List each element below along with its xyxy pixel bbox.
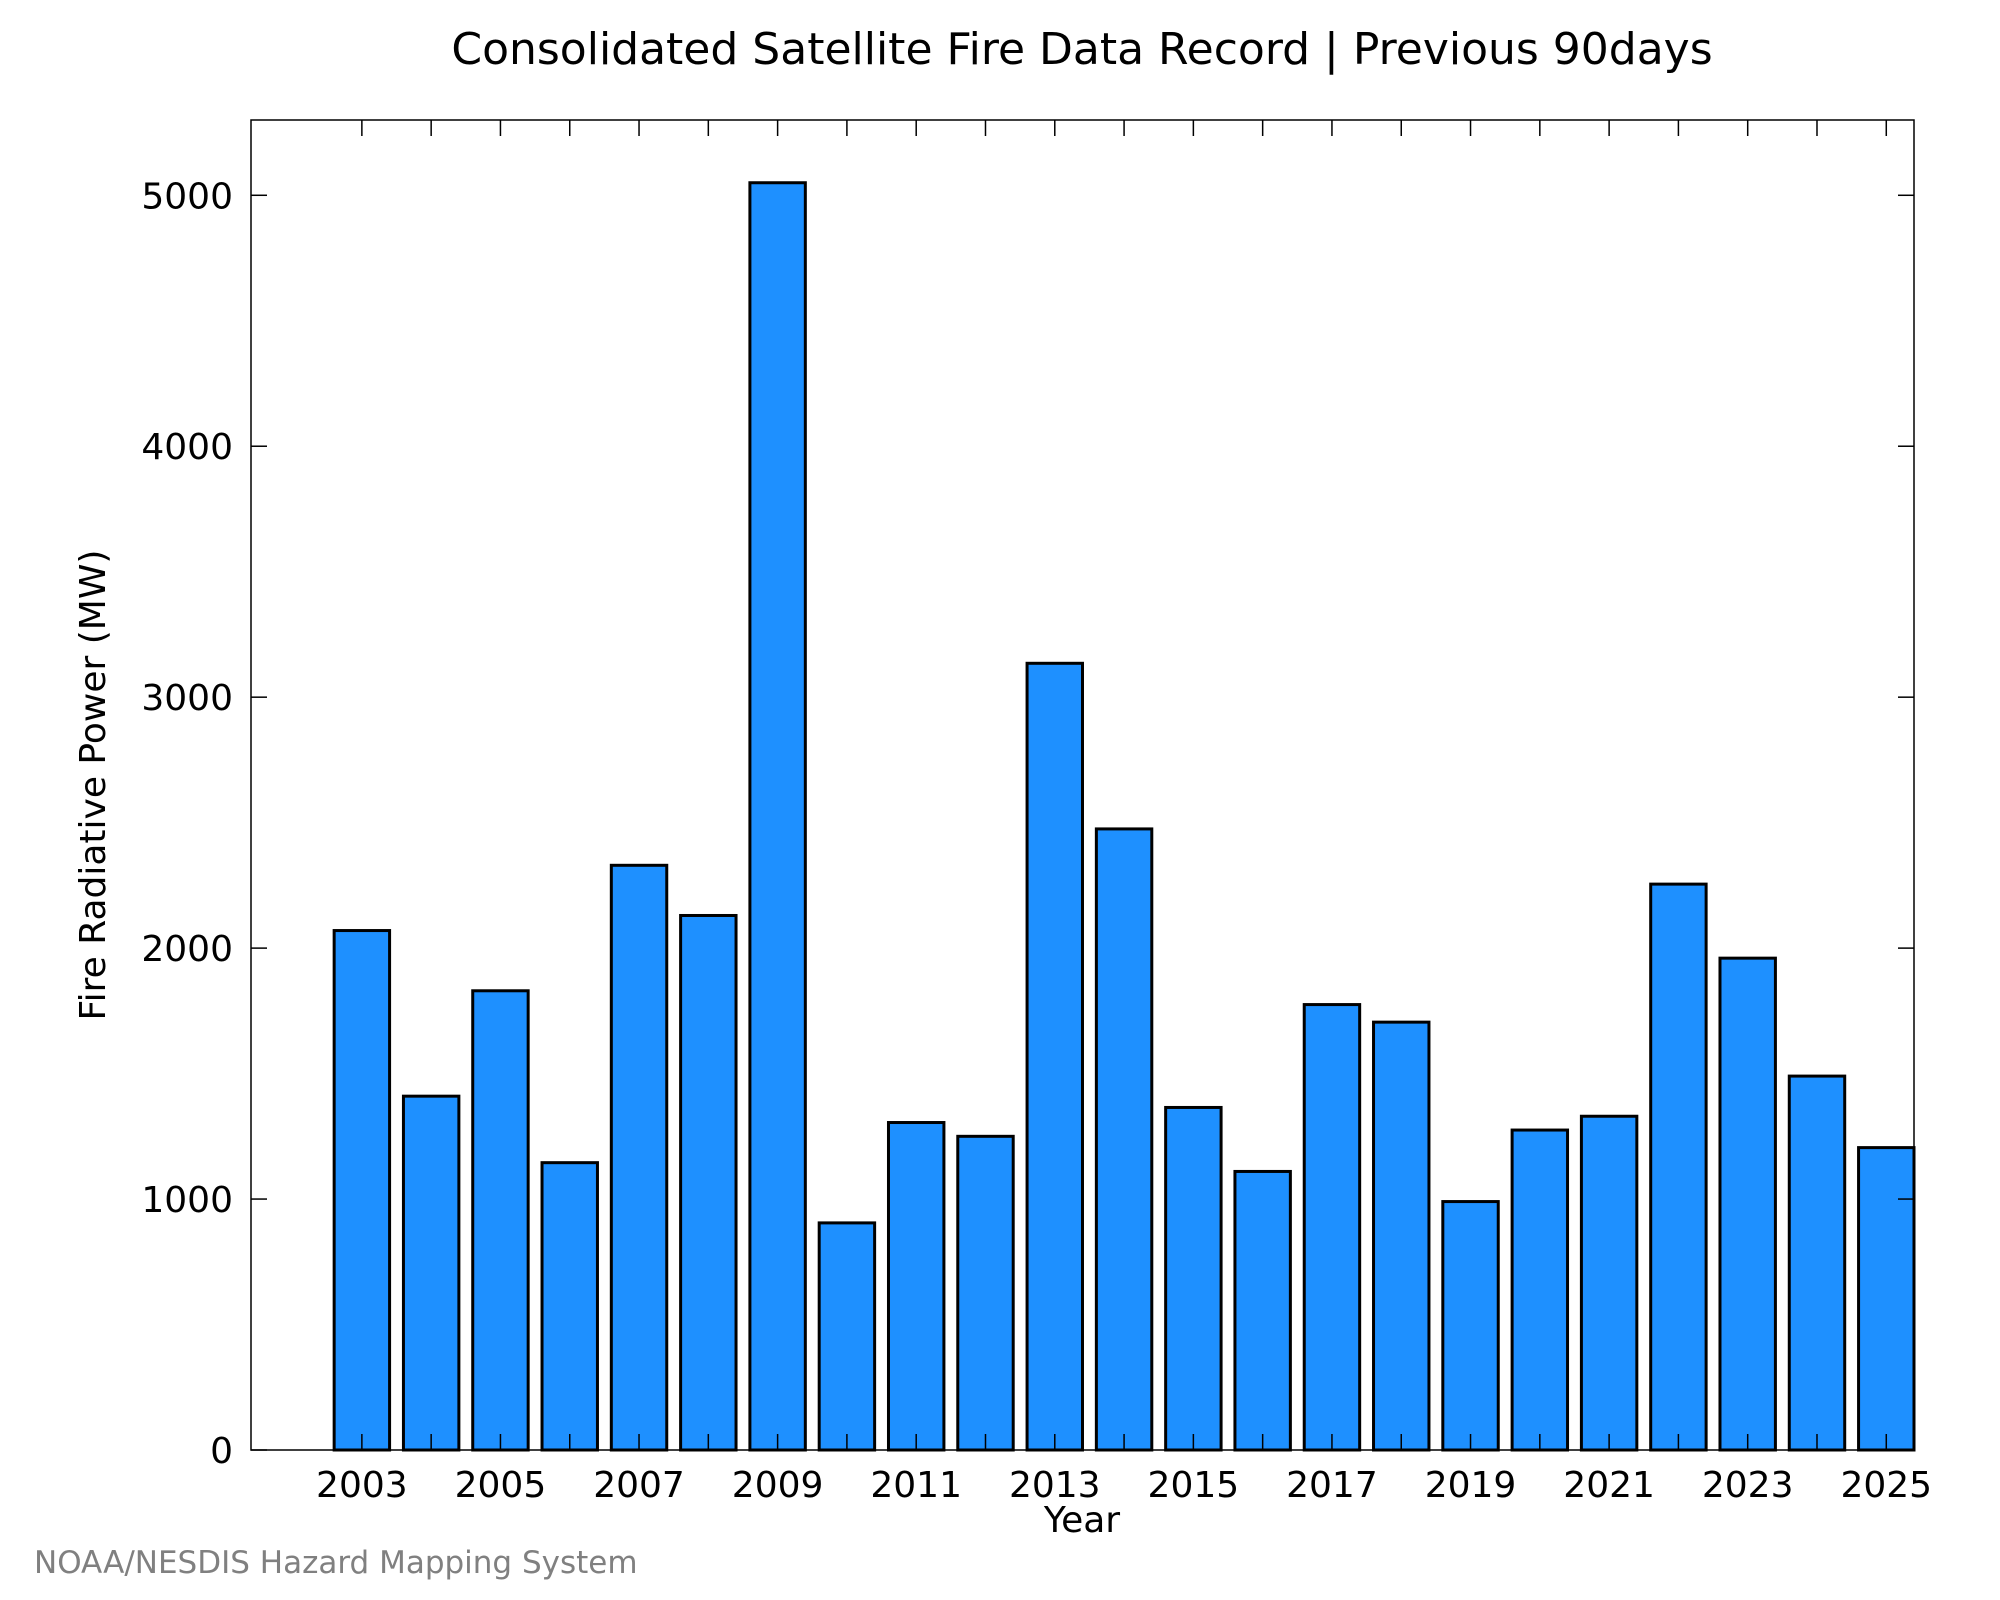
bar-2005 <box>471 989 530 1452</box>
bar-2016 <box>1233 1169 1292 1452</box>
chart-title: Consolidated Satellite Fire Data Record … <box>451 24 1712 75</box>
credit-text: NOAA/NESDIS Hazard Mapping System <box>34 1545 638 1581</box>
x-tick-label-2003: 2003 <box>316 1465 408 1506</box>
bar-2021 <box>1579 1114 1639 1452</box>
bar-2019 <box>1441 1200 1500 1452</box>
x-tick-label-2005: 2005 <box>455 1465 547 1506</box>
x-tick-label-2023: 2023 <box>1702 1465 1794 1506</box>
bar-2006 <box>540 1161 599 1452</box>
x-tick-label-2007: 2007 <box>593 1465 685 1506</box>
y-tick-label-3000: 3000 <box>141 678 233 719</box>
bar-2004 <box>401 1094 461 1452</box>
bar-2012 <box>956 1134 1015 1452</box>
y-tick-label-2000: 2000 <box>141 929 233 970</box>
bar-2008 <box>679 913 738 1452</box>
y-tick-label-0: 0 <box>210 1431 233 1472</box>
x-axis-label: Year <box>1043 1500 1120 1541</box>
x-tick-label-2019: 2019 <box>1425 1465 1517 1506</box>
x-tick-label-2025: 2025 <box>1840 1465 1932 1506</box>
bar-2020 <box>1510 1128 1570 1452</box>
bar-2011 <box>886 1121 946 1452</box>
y-tick-label-1000: 1000 <box>141 1180 233 1221</box>
bar-2025 <box>1857 1146 1916 1452</box>
ticks-layer: 2003 2005 2007 2009 2011 2013 2015 2017 2019 2021… <box>141 120 1932 1506</box>
bar-2023 <box>1718 956 1777 1452</box>
y-axis-label: Fire Radiative Power (MW) <box>73 550 114 1021</box>
bar-2018 <box>1372 1020 1431 1452</box>
bar-2010 <box>817 1221 877 1452</box>
x-tick-label-2013: 2013 <box>1009 1465 1101 1506</box>
x-tick-label-2021: 2021 <box>1563 1465 1655 1506</box>
bar-2014 <box>1094 827 1154 1452</box>
bar-2022 <box>1649 882 1708 1452</box>
plot-frame <box>250 119 1915 1451</box>
bar-2015 <box>1164 1105 1223 1452</box>
bars-layer <box>332 181 1916 1452</box>
y-tick-label-5000: 5000 <box>141 176 233 217</box>
x-tick-label-2011: 2011 <box>870 1465 962 1506</box>
x-tick-label-2009: 2009 <box>732 1465 824 1506</box>
x-tick-label-2015: 2015 <box>1148 1465 1240 1506</box>
y-tick-label-4000: 4000 <box>141 427 233 468</box>
bar-2009 <box>748 181 807 1452</box>
bar-2003 <box>332 929 392 1452</box>
bar-2024 <box>1787 1074 1847 1452</box>
bar-2013 <box>1025 661 1084 1452</box>
bar-2007 <box>609 863 669 1452</box>
bar-2017 <box>1302 1003 1362 1452</box>
x-tick-label-2017: 2017 <box>1286 1465 1378 1506</box>
